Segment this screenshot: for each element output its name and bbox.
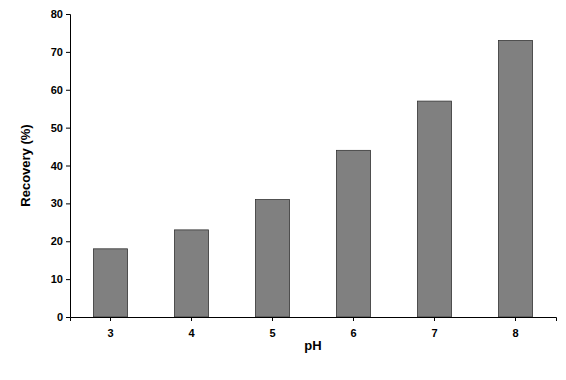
x-tick-mark xyxy=(515,317,516,321)
y-tick-label: 40 xyxy=(51,160,63,172)
x-tick-label: 7 xyxy=(431,327,437,339)
x-tick-mark xyxy=(434,317,435,321)
y-tick: 0 xyxy=(57,311,70,323)
y-tick-mark xyxy=(66,128,70,129)
x-tick-label: 5 xyxy=(269,327,275,339)
x-axis-title: pH xyxy=(304,338,321,353)
y-tick-mark xyxy=(66,90,70,91)
y-tick-label: 0 xyxy=(57,311,63,323)
x-tick-mark xyxy=(110,317,111,321)
x-axis: 3 4 5 6 7 8 xyxy=(71,317,557,339)
x-tick: 8 xyxy=(512,317,518,339)
y-tick: 30 xyxy=(51,197,70,209)
x-axis-line xyxy=(71,318,557,322)
y-tick-label: 70 xyxy=(51,46,63,58)
y-tick: 20 xyxy=(51,235,70,247)
x-tick-mark xyxy=(191,317,192,321)
x-tick-label: 8 xyxy=(512,327,518,339)
y-tick-mark xyxy=(66,241,70,242)
y-tick-mark xyxy=(66,317,70,318)
x-tick: 6 xyxy=(350,317,356,339)
y-tick: 80 xyxy=(51,8,70,20)
y-tick-mark xyxy=(66,279,70,280)
y-tick-label: 80 xyxy=(51,8,63,20)
y-axis: 0 10 20 30 40 50 60 70 80 xyxy=(51,8,71,323)
y-tick: 40 xyxy=(51,160,70,172)
bar xyxy=(174,230,208,317)
chart: 0 10 20 30 40 50 60 70 80 3 4 5 6 7 8 pH Recovery (%) xyxy=(0,0,566,380)
x-tick-label: 3 xyxy=(107,327,113,339)
y-tick-label: 30 xyxy=(51,197,63,209)
y-tick-label: 50 xyxy=(51,122,63,134)
y-tick-mark xyxy=(66,52,70,53)
x-tick-label: 6 xyxy=(350,327,356,339)
y-axis-title: Recovery (%) xyxy=(18,124,33,206)
plot: 0 10 20 30 40 50 60 70 80 3 4 5 6 7 8 xyxy=(51,8,557,339)
bar xyxy=(417,101,451,317)
y-tick-label: 60 xyxy=(51,84,63,96)
y-tick: 50 xyxy=(51,122,70,134)
x-tick-mark xyxy=(353,317,354,321)
x-tick: 7 xyxy=(431,317,437,339)
y-tick: 10 xyxy=(51,273,70,285)
y-tick-label: 10 xyxy=(51,273,63,285)
y-tick-mark xyxy=(66,203,70,204)
x-tick-label: 4 xyxy=(188,327,195,339)
x-tick: 5 xyxy=(269,317,275,339)
bar xyxy=(336,150,370,317)
y-tick: 60 xyxy=(51,84,70,96)
y-tick: 70 xyxy=(51,46,70,58)
bar xyxy=(498,41,532,317)
x-tick-mark xyxy=(272,317,273,321)
y-tick-label: 20 xyxy=(51,235,63,247)
bar xyxy=(93,249,127,317)
bars xyxy=(93,41,532,317)
y-axis-line xyxy=(66,15,71,318)
x-tick: 3 xyxy=(107,317,113,339)
y-tick-mark xyxy=(66,166,70,167)
y-tick-mark xyxy=(66,14,70,15)
bar xyxy=(255,200,289,317)
x-tick: 4 xyxy=(188,317,195,339)
